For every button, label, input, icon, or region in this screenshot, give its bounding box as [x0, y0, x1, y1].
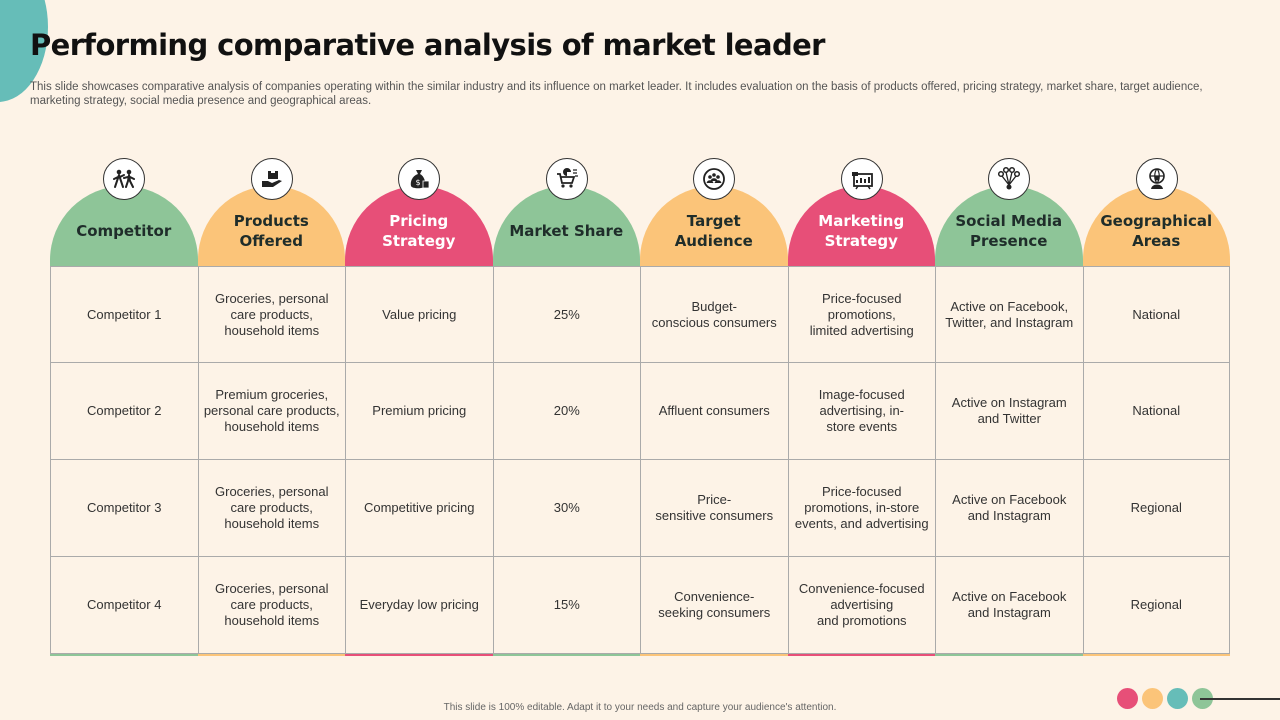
decorative-dot-orange: [1142, 688, 1163, 709]
table-cell: Groceries, personal care products, house…: [197, 266, 345, 363]
money-bag-icon: $: [398, 158, 440, 200]
table-cell: Competitor 2: [50, 363, 198, 460]
table-cell: Affluent consumers: [640, 363, 788, 460]
decorative-line: [1200, 698, 1280, 700]
presentation-icon: [840, 158, 883, 200]
page-subtitle: This slide showcases comparative analysi…: [30, 81, 1203, 107]
people-icon: [103, 158, 145, 200]
table-cell: 25%: [492, 266, 640, 363]
table-cell: National: [1082, 266, 1230, 363]
table-cell: Active on Facebook, Twitter, and Instagr…: [935, 266, 1083, 363]
column-marketing-strategy: Marketing Strategy Price-focused promoti…: [787, 156, 935, 656]
table-cell: Groceries, personal care products, house…: [197, 460, 345, 557]
footnote: This slide is 100% editable. Adapt it to…: [443, 702, 837, 713]
table-cell: Image-focused advertising, in- store eve…: [787, 363, 935, 460]
table-cell: Everyday low pricing: [345, 557, 493, 654]
table-cell: Convenience-focused advertising and prom…: [787, 557, 935, 654]
decorative-dots: [1117, 688, 1213, 709]
column-products-offered: Products Offered Groceries, personal car…: [197, 156, 345, 656]
table-cell: Groceries, personal care products, house…: [197, 557, 345, 654]
audience-icon: [693, 158, 735, 200]
table-cell: Active on Facebook and Instagram: [935, 460, 1083, 557]
table-cell: Premium pricing: [345, 363, 493, 460]
table-cell: Price- sensitive consumers: [640, 460, 788, 557]
table-cell: Competitor 3: [50, 460, 198, 557]
column-footer-bar: [50, 654, 198, 656]
page-title: Performing comparative analysis of marke…: [30, 28, 825, 62]
comparison-table: Competitor Competitor 1 Competitor 2 Com…: [50, 156, 1230, 656]
column-geographical-areas: Geographical Areas National National Reg…: [1082, 156, 1230, 656]
table-cell: Competitive pricing: [345, 460, 493, 557]
globe-person-icon: [1135, 158, 1178, 200]
table-cell: Price-focused promotions, limited advert…: [787, 266, 935, 363]
column-footer-bar: [1082, 654, 1230, 656]
column-footer-bar: [345, 654, 493, 656]
column-market-share: Market Share 25% 20% 30% 15%: [492, 156, 640, 656]
column-pricing-strategy: $ Pricing Strategy Value pricing Premium…: [345, 156, 493, 656]
table-cell: Active on Facebook and Instagram: [935, 557, 1083, 654]
table-cell: Price-focused promotions, in-store event…: [787, 460, 935, 557]
table-cell: Budget- conscious consumers: [640, 266, 788, 363]
table-cell: Premium groceries, personal care product…: [197, 363, 345, 460]
column-footer-bar: [492, 654, 640, 656]
column-social-media-presence: Social Media Presence Active on Facebook…: [935, 156, 1083, 656]
table-cell: Active on Instagram and Twitter: [935, 363, 1083, 460]
column-competitor: Competitor Competitor 1 Competitor 2 Com…: [50, 156, 198, 656]
column-footer-bar: [640, 654, 788, 656]
cart-chart-icon: [545, 158, 588, 200]
table-cell: National: [1082, 363, 1230, 460]
table-cell: 20%: [492, 363, 640, 460]
column-footer-bar: [197, 654, 345, 656]
table-cell: Regional: [1082, 460, 1230, 557]
column-footer-bar: [935, 654, 1083, 656]
svg-text:$: $: [415, 178, 420, 187]
column-footer-bar: [787, 654, 935, 656]
table-cell: Value pricing: [345, 266, 493, 363]
table-cell: 30%: [492, 460, 640, 557]
column-target-audience: Target Audience Budget- conscious consum…: [640, 156, 788, 656]
hand-box-icon: [250, 158, 293, 200]
table-cell: Competitor 1: [50, 266, 198, 363]
decorative-dot-teal: [1167, 688, 1188, 709]
table-cell: Regional: [1082, 557, 1230, 654]
decorative-dot-red: [1117, 688, 1138, 709]
table-cell: 15%: [492, 557, 640, 654]
network-icon: [988, 158, 1030, 200]
table-cell: Competitor 4: [50, 557, 198, 654]
table-cell: Convenience- seeking consumers: [640, 557, 788, 654]
